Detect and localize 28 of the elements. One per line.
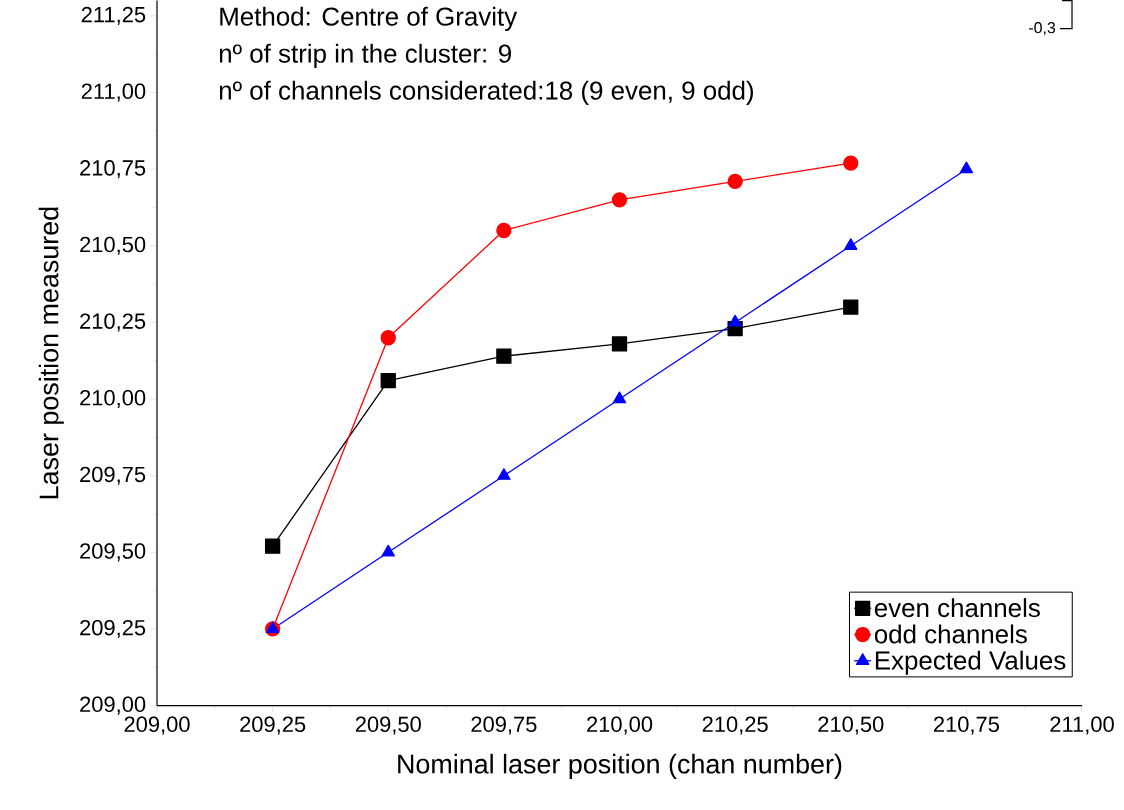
annotation: nº of strip in the cluster: 9	[219, 44, 511, 69]
annotation: Method: Centre of Gravity	[220, 7, 518, 32]
x-tick-label: 210,00	[587, 716, 653, 735]
y-tick-label: 211,25	[81, 7, 146, 26]
y-tick-label: 211,00	[81, 83, 146, 102]
legend-label: odd channels	[874, 624, 1027, 644]
x-tick-label: 211,00	[1050, 716, 1114, 735]
x-tick-label: 210,25	[702, 716, 768, 735]
x-tick-label: 209,25	[240, 716, 306, 735]
x-tick-label: 209,75	[471, 716, 537, 735]
y-tick-label: 209,25	[80, 620, 146, 639]
y-tick-label: 210,50	[80, 236, 146, 256]
x-tick-label: 209,00	[124, 716, 190, 735]
annotation: -0,3	[1029, 22, 1056, 36]
x-tick-label: 209,50	[355, 716, 421, 735]
annotation: nº of channels considerated:18 (9 even, 9 odd)	[219, 81, 753, 106]
legend-label: even channels	[874, 598, 1040, 618]
y-tick-label: 209,75	[80, 466, 146, 485]
x-tick-label: 210,75	[933, 716, 999, 735]
y-tick-label: 209,50	[80, 543, 146, 562]
y-tick-label: 209,00	[80, 696, 146, 715]
x-axis-title: Nominal laser position (chan number)	[398, 754, 842, 780]
y-tick-label: 210,75	[80, 160, 146, 179]
y-tick-label: 210,25	[80, 313, 146, 332]
x-tick-label: 210,50	[818, 716, 884, 735]
legend-label: Expected Values	[875, 650, 1066, 675]
y-tick-label: 210,00	[80, 390, 146, 409]
y-axis-title: Laser position measured	[38, 207, 64, 499]
